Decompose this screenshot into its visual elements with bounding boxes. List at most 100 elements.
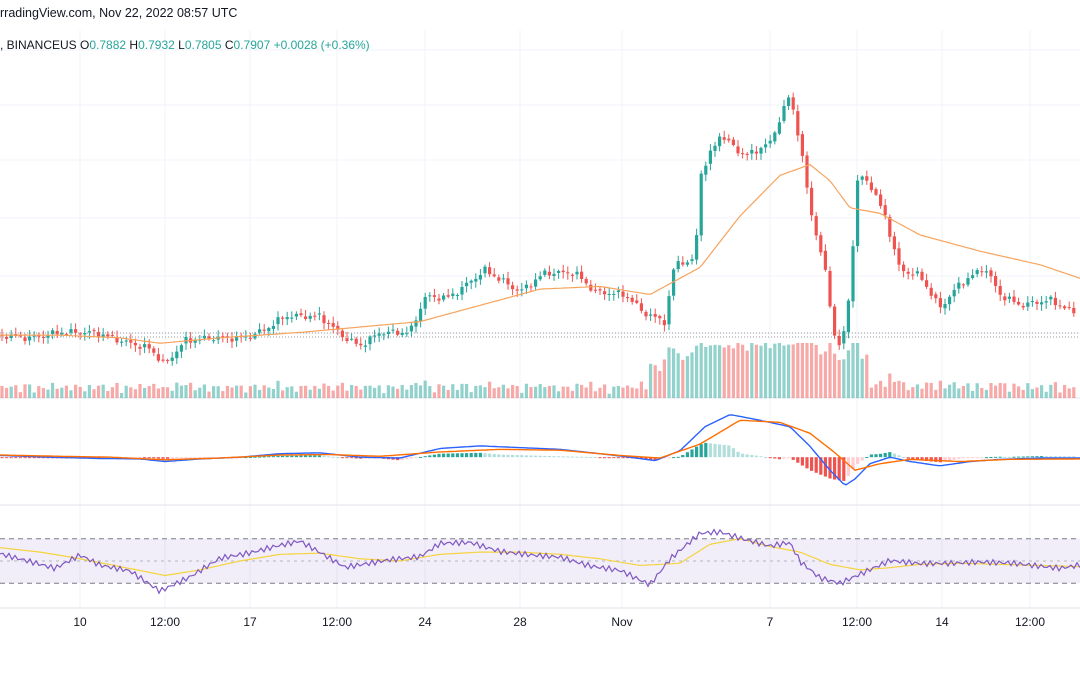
volume-bar: [97, 385, 101, 398]
candle-body: [833, 306, 837, 336]
macd-histogram-bar: [465, 453, 469, 458]
volume-bar: [1072, 387, 1076, 398]
volume-bar: [851, 343, 855, 398]
macd-histogram-bar: [405, 457, 409, 460]
candle-body: [589, 284, 593, 291]
candle-body: [262, 329, 266, 331]
candle-body: [64, 333, 68, 335]
candle-body: [796, 111, 800, 136]
macd-histogram-bar: [501, 454, 505, 458]
candle-body: [414, 320, 418, 327]
candle-body: [699, 173, 703, 236]
candle-body: [837, 335, 841, 346]
candle-body: [865, 176, 869, 181]
volume-bar: [340, 382, 344, 398]
candle-body: [258, 329, 262, 333]
volume-bar: [198, 387, 202, 398]
volume-bar: [294, 391, 298, 398]
volume-bar: [846, 350, 850, 398]
candle-body: [607, 294, 611, 296]
macd-histogram-bar: [570, 456, 574, 458]
volume-bar: [212, 386, 216, 398]
volume-bar: [902, 382, 906, 398]
macd-histogram-bar: [966, 457, 970, 459]
macd-histogram-bar: [971, 457, 975, 459]
chart-header-title: rradingView.com, Nov 22, 2022 08:57 UTC: [0, 6, 238, 20]
volume-bar: [143, 387, 147, 398]
macd-histogram-bar: [819, 457, 823, 475]
macd-histogram-bar: [842, 457, 846, 481]
volume-bar: [400, 384, 404, 398]
volume-bar: [78, 386, 82, 398]
candle-body: [984, 271, 988, 273]
volume-bar: [787, 344, 791, 398]
candle-body: [860, 176, 864, 180]
macd-histogram-bar: [869, 454, 873, 458]
macd-histogram-bar: [1007, 456, 1011, 458]
macd-histogram-bar: [823, 457, 827, 477]
volume-bar: [938, 380, 942, 398]
volume-bar: [1030, 389, 1034, 398]
macd-histogram-bar: [833, 457, 837, 480]
volume-bar: [630, 387, 634, 398]
macd-histogram-bar: [308, 455, 312, 458]
candle-body: [281, 317, 285, 319]
candle-body: [966, 278, 970, 285]
volume-bar: [37, 386, 41, 398]
macd-histogram-bar: [285, 455, 289, 458]
macd-histogram-bar: [189, 457, 193, 459]
macd-histogram-bar: [593, 457, 597, 459]
volume-bar: [189, 382, 193, 398]
macd-histogram-bar: [1012, 456, 1016, 458]
volume-bar: [658, 370, 662, 398]
macd-histogram-bar: [690, 449, 694, 458]
candle-body: [166, 359, 170, 361]
macd-histogram-bar: [1021, 456, 1025, 458]
candle-body: [129, 340, 133, 343]
macd-histogram-bar: [888, 452, 892, 458]
volume-bar: [1049, 384, 1053, 398]
candle-body: [823, 250, 827, 270]
volume-bar: [856, 343, 860, 398]
candle-body: [1017, 301, 1021, 305]
candle-body: [110, 335, 114, 337]
high-value: 0.7932: [138, 38, 175, 52]
volume-bar: [432, 392, 436, 398]
volume-bar: [92, 389, 96, 398]
candle-body: [115, 336, 119, 343]
volume-bar: [74, 384, 78, 398]
volume-bar: [796, 343, 800, 398]
volume-bar: [1035, 387, 1039, 398]
macd-histogram-bar: [607, 457, 611, 459]
close-label: C: [224, 38, 234, 52]
candle-body: [271, 325, 275, 329]
macd-histogram-bar: [626, 457, 630, 459]
volume-bar: [805, 343, 809, 398]
macd-histogram-bar: [713, 443, 717, 458]
volume-bar: [437, 384, 441, 398]
macd-histogram-bar: [598, 457, 602, 459]
macd-histogram-bar: [998, 456, 1002, 458]
macd-histogram-bar: [667, 457, 671, 459]
volume-bar: [869, 387, 873, 398]
candle-body: [515, 289, 519, 291]
ohlc-legend: , BINANCEUS O0.7882 H0.7932 L0.7805 C0.7…: [0, 38, 370, 56]
volume-bar: [888, 373, 892, 398]
candle-body: [814, 216, 818, 236]
volume-bar: [248, 386, 252, 398]
macd-histogram-bar: [409, 457, 413, 459]
macd-histogram-bar: [446, 453, 450, 458]
candle-body: [120, 341, 124, 343]
macd-histogram-bar: [566, 456, 570, 458]
macd-histogram-bar: [676, 456, 680, 458]
volume-bar: [662, 359, 666, 398]
macd-histogram-bar: [612, 457, 616, 459]
volume-bar: [892, 381, 896, 398]
volume-bar: [373, 387, 377, 398]
macd-histogram-bar: [175, 457, 179, 459]
macd-histogram-bar: [23, 457, 27, 459]
volume-bar: [262, 385, 266, 398]
candle-body: [948, 296, 952, 305]
candle-body: [23, 337, 27, 342]
